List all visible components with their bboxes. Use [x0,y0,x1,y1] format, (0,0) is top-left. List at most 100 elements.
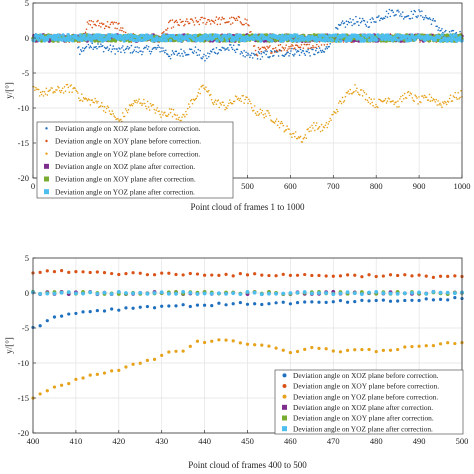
legend-marker [282,426,287,432]
data-point [246,54,248,57]
data-point [123,115,126,118]
data-point [395,291,400,296]
data-point [318,41,321,43]
data-point [131,51,134,54]
data-point [95,308,99,313]
data-point [417,290,421,295]
data-point [161,111,163,113]
data-point [401,100,403,103]
data-point [147,106,150,108]
data-point [229,23,232,25]
data-point [291,43,293,46]
data-point [61,87,64,90]
data-point [369,18,372,21]
data-point [281,300,285,304]
data-point [225,38,229,43]
data-point [112,23,115,25]
data-point [214,19,217,22]
data-point [417,298,421,303]
data-point [329,42,331,45]
data-point [170,27,173,29]
data-point [289,52,291,55]
data-point [397,9,399,12]
data-point [431,344,435,348]
data-point [257,51,260,53]
data-point [181,116,183,118]
data-point [186,107,189,110]
data-point [346,91,349,94]
data-point [256,110,259,113]
data-point [88,98,91,101]
data-point [110,50,113,53]
data-point [138,290,143,295]
data-point [175,19,178,22]
data-point [252,37,256,42]
data-point [238,99,241,102]
data-point [339,100,342,103]
data-point [438,342,443,346]
data-point [258,52,261,54]
data-point [231,274,235,278]
data-point [125,47,128,50]
data-point [213,22,216,24]
data-point [284,47,287,49]
data-point [433,38,438,42]
data-point [194,46,197,48]
legend: Deviation angle on XOZ plane before corr… [274,369,464,435]
data-point [60,89,63,92]
data-point [216,23,219,26]
data-point [442,31,444,34]
data-point [138,361,142,365]
data-point [78,46,80,48]
data-point [134,46,137,49]
data-point [350,21,352,23]
data-point [152,103,155,106]
data-point [313,122,315,124]
data-point [248,98,250,101]
data-point [103,105,106,108]
data-point [303,52,306,55]
data-point [300,51,303,54]
data-point [459,30,461,33]
data-point [458,97,460,100]
data-point [229,99,231,101]
data-point [250,54,252,57]
data-point [438,274,443,278]
data-point [218,106,221,109]
data-point [184,23,186,26]
data-point [285,44,288,46]
data-point [277,120,280,123]
data-point [260,273,264,277]
data-point [343,99,346,102]
data-point [195,272,200,276]
data-point [389,15,392,18]
data-point [310,345,314,350]
data-point [94,23,96,26]
data-point [192,98,195,101]
data-point [414,10,416,13]
data-point [204,33,209,38]
data-point [331,300,335,304]
data-point [393,103,395,106]
data-point [290,50,292,52]
data-point [102,371,107,375]
data-point [339,39,343,43]
data-point [411,17,414,19]
data-point [272,47,275,50]
data-point [260,52,263,55]
data-point [167,350,171,354]
data-point [189,99,192,102]
data-point [159,50,161,53]
data-point [416,16,418,19]
data-point [209,291,214,296]
data-point [442,101,444,103]
data-point [76,90,78,93]
data-point [134,34,138,39]
data-point [288,291,293,295]
data-point [440,104,442,106]
data-point [361,33,365,37]
data-point [105,107,108,110]
data-point [429,100,432,102]
data-point [196,95,199,97]
data-point [311,46,313,49]
